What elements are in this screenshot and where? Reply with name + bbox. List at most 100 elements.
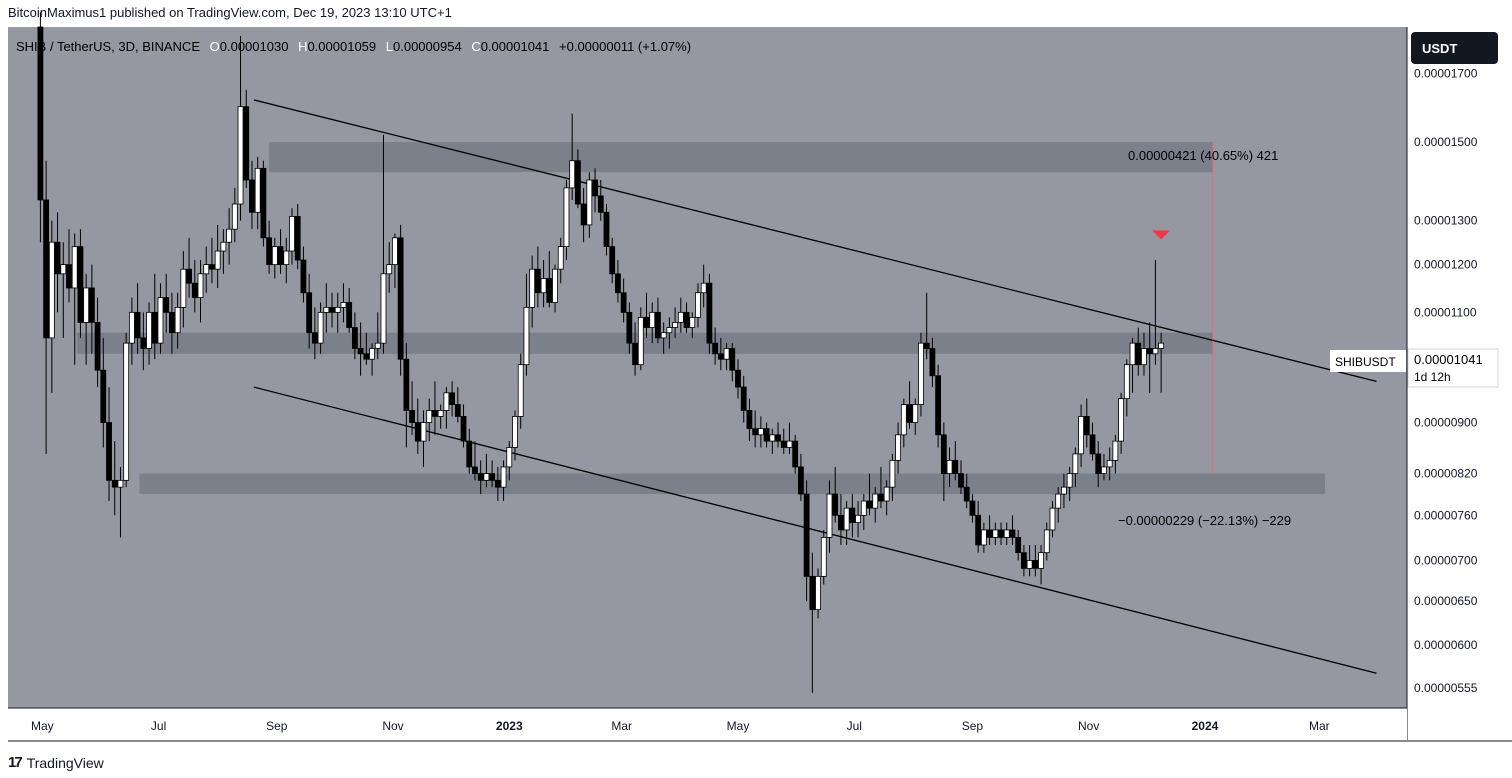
- candle: [169, 292, 175, 354]
- resistance-arrow-icon: [1152, 230, 1171, 240]
- price-tick-label: 0.00000555: [1414, 681, 1478, 695]
- candle: [1112, 434, 1119, 474]
- time-tick-label: Mar: [611, 719, 632, 733]
- candle-body: [100, 369, 107, 423]
- candle-body: [420, 422, 427, 442]
- candle-body: [500, 466, 507, 488]
- candle: [37, 12, 44, 243]
- candle-body: [340, 302, 347, 308]
- tradingview-footer[interactable]: 17 TradingView: [8, 754, 104, 771]
- candle-body: [111, 479, 118, 488]
- candle-body: [1135, 342, 1142, 366]
- zone-0: [76, 332, 1213, 354]
- time-tick-label: Jul: [151, 719, 166, 733]
- candle: [357, 322, 364, 376]
- candle: [820, 529, 827, 585]
- candle-body: [466, 440, 473, 468]
- candle-body: [483, 473, 490, 481]
- candle-body: [1083, 416, 1090, 436]
- candle: [346, 287, 353, 333]
- candle-body: [386, 264, 393, 275]
- candle-body: [895, 434, 901, 461]
- candle-body: [300, 259, 307, 294]
- candle: [815, 568, 821, 619]
- candle: [1089, 422, 1096, 461]
- candle-body: [1152, 348, 1159, 355]
- candle-body: [294, 216, 301, 261]
- candle: [763, 422, 770, 448]
- candle: [574, 149, 581, 209]
- candle: [506, 441, 513, 481]
- candle: [323, 283, 330, 333]
- candle: [106, 387, 112, 502]
- candle-body: [517, 364, 524, 417]
- last-price-value: 0.00001041: [1414, 352, 1483, 367]
- candle: [992, 522, 999, 545]
- candle-body: [472, 466, 478, 475]
- price-tick-label: 0.00001100: [1414, 305, 1477, 319]
- candle-body: [986, 529, 993, 538]
- candle-body: [666, 327, 673, 334]
- candle-body: [260, 167, 267, 239]
- candle: [437, 404, 444, 429]
- candle: [191, 260, 198, 313]
- candle-body: [363, 353, 370, 360]
- candle-body: [191, 282, 198, 298]
- candle-body: [1043, 529, 1050, 554]
- candle-body: [83, 287, 90, 323]
- candle: [443, 387, 450, 429]
- candle: [580, 187, 587, 243]
- candle-body: [637, 316, 644, 366]
- candle-body: [117, 479, 124, 488]
- time-tick-label: Nov: [382, 719, 403, 733]
- plot-area[interactable]: [8, 27, 1407, 708]
- candle: [597, 179, 604, 221]
- candle: [832, 466, 839, 523]
- time-axis[interactable]: [8, 708, 1407, 741]
- candle-body: [963, 486, 970, 502]
- candle: [340, 283, 347, 323]
- candle: [512, 410, 518, 461]
- candle: [1101, 453, 1107, 481]
- candle-body: [1061, 486, 1067, 495]
- candle-body: [226, 228, 232, 243]
- candle: [986, 515, 993, 545]
- candle-body: [529, 268, 536, 308]
- candle: [786, 422, 793, 454]
- candle-body: [660, 332, 667, 339]
- candle-body: [969, 500, 976, 516]
- candle-body: [998, 529, 1004, 538]
- candle-body: [1032, 560, 1039, 569]
- candle-body: [186, 268, 192, 284]
- candle: [952, 441, 959, 481]
- candle: [797, 453, 804, 502]
- candle-body: [695, 292, 701, 318]
- candle-body: [146, 311, 152, 349]
- symbol-tag-label: SHIBUSDT: [1335, 355, 1396, 369]
- candle: [552, 264, 558, 313]
- candle-body: [763, 428, 770, 442]
- candle: [700, 264, 707, 308]
- candle-body: [460, 416, 467, 442]
- candle-body: [380, 273, 387, 344]
- time-tick-label: May: [727, 719, 750, 733]
- candle-body: [609, 246, 616, 275]
- candle: [517, 353, 524, 429]
- candle-body: [54, 241, 61, 275]
- currency-badge[interactable]: [1411, 32, 1498, 64]
- candle-body: [792, 440, 799, 468]
- candle-body: [392, 237, 398, 265]
- candle-body: [317, 311, 324, 344]
- candle: [557, 237, 564, 284]
- price-tick-label: 0.00000600: [1414, 638, 1478, 652]
- candle: [866, 473, 873, 516]
- candle: [403, 343, 410, 448]
- candle: [260, 160, 267, 247]
- candle-body: [311, 332, 318, 344]
- last-price-tag: [1407, 348, 1499, 388]
- legend-open-value: 0.00001030: [220, 39, 289, 54]
- candle: [860, 494, 867, 530]
- candle-body: [546, 278, 553, 303]
- candle-body: [923, 342, 930, 349]
